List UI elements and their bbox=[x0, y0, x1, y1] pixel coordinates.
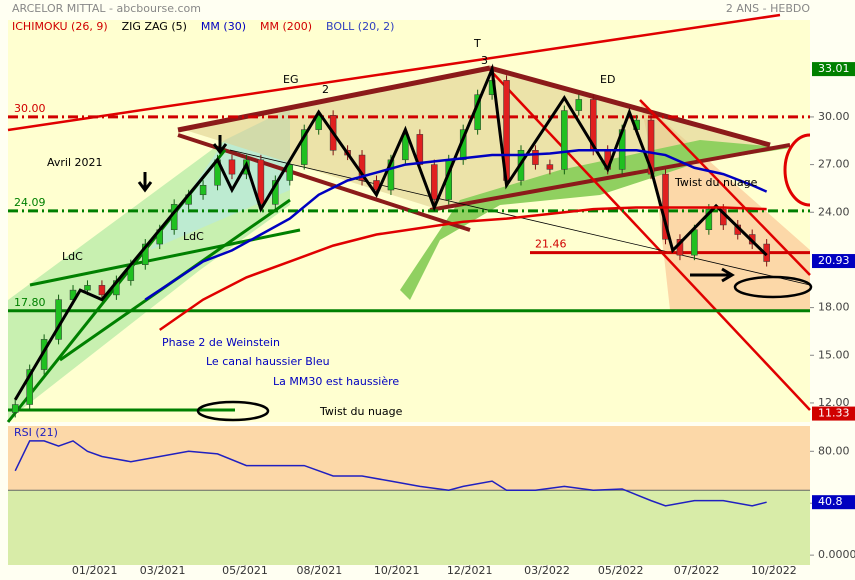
annotation: Twist du nuage bbox=[674, 176, 758, 189]
trend-line bbox=[177, 133, 471, 232]
rsi-lower-zone bbox=[8, 490, 810, 565]
candle bbox=[300, 129, 308, 165]
series-line bbox=[13, 63, 768, 401]
annotation: ED bbox=[600, 73, 615, 86]
candle bbox=[705, 208, 713, 230]
trend-line bbox=[489, 65, 771, 148]
candle bbox=[561, 110, 568, 170]
price-flag-label: 11.33 bbox=[818, 407, 850, 420]
highlight-ellipse bbox=[783, 133, 811, 207]
arrow bbox=[690, 267, 735, 283]
series-line bbox=[159, 206, 767, 331]
x-tick-label: 03/2021 bbox=[140, 564, 186, 577]
candle bbox=[431, 164, 438, 200]
annotation: Avril 2021 bbox=[47, 156, 103, 169]
candle bbox=[691, 229, 698, 256]
y-tick-label: 30.00 bbox=[818, 110, 850, 123]
annotation: Phase 2 de Weinstein bbox=[162, 336, 280, 349]
channel-line bbox=[489, 69, 811, 411]
candle bbox=[315, 115, 322, 130]
rsi-line bbox=[14, 440, 767, 507]
legend-entry: ZIG ZAG (5) bbox=[122, 20, 187, 33]
price-flag bbox=[812, 254, 855, 269]
candle bbox=[532, 150, 539, 165]
highlight-ellipse bbox=[733, 275, 813, 299]
y-tick-label: 12.00 bbox=[818, 396, 850, 409]
level-label: 17.80 bbox=[14, 296, 46, 309]
y-tick-label: 15.00 bbox=[818, 348, 850, 361]
x-tick-label: 07/2022 bbox=[674, 564, 720, 577]
x-tick-label: 03/2022 bbox=[524, 564, 570, 577]
series-line bbox=[144, 149, 768, 301]
ichimoku-cloud bbox=[400, 140, 790, 300]
level-label: 21.46 bbox=[535, 238, 567, 251]
channel-line bbox=[639, 99, 811, 276]
trend-line bbox=[177, 65, 491, 133]
price-flag-label: 20.93 bbox=[818, 254, 850, 267]
candle bbox=[257, 159, 265, 205]
annotation: Le canal haussier Bleu bbox=[206, 355, 330, 368]
trend-line bbox=[429, 143, 791, 212]
candle bbox=[142, 243, 149, 265]
candle bbox=[11, 404, 19, 413]
candle bbox=[199, 184, 207, 196]
arrow bbox=[137, 172, 153, 193]
level-label: 24.09 bbox=[14, 196, 46, 209]
x-tick-label: 10/2022 bbox=[751, 564, 797, 577]
candle bbox=[402, 134, 409, 161]
x-tick-label: 05/2021 bbox=[222, 564, 268, 577]
triangle bbox=[185, 70, 770, 210]
price-flag bbox=[812, 406, 855, 421]
x-tick-label: 10/2021 bbox=[374, 564, 420, 577]
arrow bbox=[212, 135, 228, 155]
candle bbox=[228, 159, 236, 175]
price-flag bbox=[812, 495, 855, 510]
x-tick-label: 01/2021 bbox=[72, 564, 118, 577]
x-tick-label: 05/2022 bbox=[598, 564, 644, 577]
candle bbox=[84, 285, 91, 291]
x-tick-label: 12/2021 bbox=[447, 564, 493, 577]
price-flag bbox=[812, 62, 855, 77]
legend-entry: ICHIMOKU (26, 9) bbox=[12, 20, 108, 33]
price-flag-label: 40.8 bbox=[818, 495, 843, 508]
annotation: La MM30 est haussière bbox=[273, 375, 399, 388]
candle bbox=[546, 164, 554, 170]
annotation: 2 bbox=[322, 83, 329, 96]
annotation: EG bbox=[283, 73, 298, 86]
y-tick-label: 80.00 bbox=[818, 444, 850, 457]
candle bbox=[98, 285, 106, 296]
candle bbox=[55, 299, 62, 340]
annotation: Twist du nuage bbox=[319, 405, 403, 418]
candle bbox=[286, 164, 294, 181]
trend-line bbox=[7, 13, 781, 132]
y-tick-label: 0.0000 bbox=[818, 548, 855, 561]
legend-entry: BOLL (20, 2) bbox=[326, 20, 394, 33]
y-tick-label: 24.00 bbox=[818, 205, 850, 218]
level-label: 30.00 bbox=[14, 102, 46, 115]
rsi-title: RSI (21) bbox=[14, 426, 58, 439]
y-tick-label: 18.00 bbox=[818, 301, 850, 314]
x-tick-label: 08/2021 bbox=[297, 564, 343, 577]
legend-entry: MM (30) bbox=[201, 20, 246, 33]
y-tick-label: 27.00 bbox=[818, 158, 850, 171]
highlight-ellipse bbox=[196, 400, 270, 422]
legend-entry: MM (200) bbox=[260, 20, 312, 33]
candle bbox=[575, 99, 583, 111]
candle bbox=[26, 369, 33, 405]
annotation: LdC bbox=[62, 250, 83, 263]
annotation: LdC bbox=[183, 230, 204, 243]
rsi-upper-zone bbox=[8, 426, 810, 491]
price-flag-label: 33.01 bbox=[818, 62, 850, 75]
annotation: 3 bbox=[481, 54, 488, 67]
annotation: T bbox=[473, 37, 481, 50]
chart-title: ARCELOR MITTAL - abcbourse.com bbox=[12, 2, 201, 15]
period: 2 ANS - HEBDO bbox=[726, 2, 810, 15]
